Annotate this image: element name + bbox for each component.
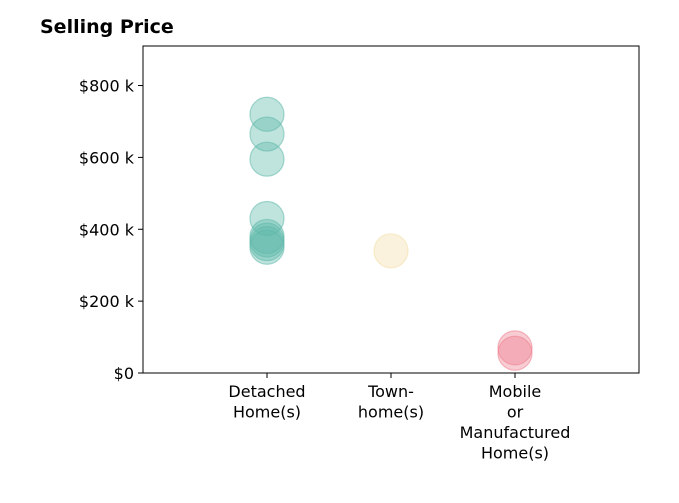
y-tick-label: $0 bbox=[114, 364, 134, 383]
x-tick-label-line: home(s) bbox=[358, 403, 424, 422]
y-tick-label: $600 k bbox=[79, 148, 135, 167]
data-point bbox=[249, 96, 285, 132]
x-axis: Detached Home(s) Town-home(s) Mobile or Manuf… bbox=[228, 373, 570, 463]
x-tick-label-line: Home(s) bbox=[481, 444, 549, 463]
data-point bbox=[249, 116, 285, 152]
y-tick-label: $400 k bbox=[79, 220, 135, 239]
data-points bbox=[249, 96, 533, 371]
x-tick-label-line: Home(s) bbox=[233, 403, 301, 422]
data-point bbox=[249, 229, 285, 265]
x-tick-label: Town-home(s) bbox=[358, 382, 424, 422]
data-point bbox=[373, 233, 409, 269]
plot-frame bbox=[142, 45, 640, 374]
x-tick-label-line: Mobile bbox=[489, 382, 541, 401]
data-point bbox=[249, 200, 285, 237]
x-tick-label-line: Manufactured bbox=[460, 423, 571, 442]
x-tick-label-line: or bbox=[507, 403, 524, 422]
chart-title: Selling Price bbox=[40, 16, 174, 38]
y-tick-label: $200 k bbox=[79, 292, 135, 311]
data-point bbox=[249, 141, 285, 177]
x-tick-label: Detached Home(s) bbox=[228, 382, 305, 422]
y-axis: $0 $200 k $400 k $600 k $800 k bbox=[79, 77, 143, 383]
x-tick-label-line: Town- bbox=[367, 382, 414, 401]
x-tick-label-line: Detached bbox=[228, 382, 305, 401]
data-point bbox=[497, 335, 533, 371]
data-point bbox=[497, 330, 533, 366]
x-tick-label: Mobile or Manufactured Home(s) bbox=[460, 382, 571, 463]
y-tick-label: $800 k bbox=[79, 77, 135, 96]
